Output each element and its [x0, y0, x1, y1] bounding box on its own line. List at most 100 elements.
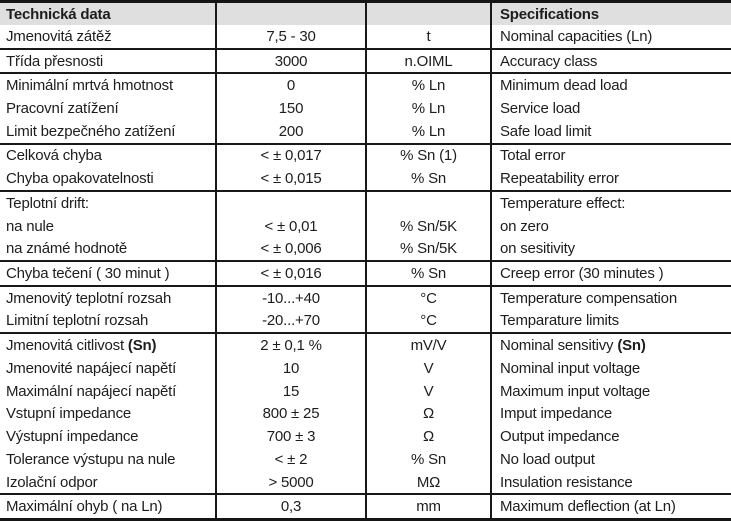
value-cell: 3000	[215, 49, 365, 73]
czech-label: Třída přesnosti	[6, 52, 104, 70]
unit-cell: n.OIML	[365, 49, 490, 73]
unit-cell: % Sn	[365, 447, 490, 471]
czech-label: Limit bezpečného zatížení	[6, 122, 176, 140]
english-label: Temperature compensation	[490, 286, 731, 310]
value-cell: < ± 0,006	[215, 237, 365, 261]
header-empty-cell	[365, 3, 490, 25]
english-label: on sesitivity	[490, 237, 731, 261]
value-cell: 150	[215, 97, 365, 120]
czech-header-title: Technická data	[6, 5, 111, 23]
czech-label: na známé hodnotě	[6, 240, 128, 258]
unit-cell: Ω	[365, 425, 490, 448]
value-cell: -20...+70	[215, 309, 365, 333]
czech-label: Pracovní zatížení	[6, 100, 119, 118]
unit-cell: mm	[365, 495, 490, 519]
czech-label: na nule	[6, 217, 54, 235]
value-cell: > 5000	[215, 470, 365, 494]
czech-label: Jmenovitý teplotní rozsah	[6, 289, 172, 307]
english-label: Total error	[490, 144, 731, 168]
table-row: Chyba opakovatelnosti < ± 0,015 % Sn Rep…	[0, 167, 731, 193]
table-row: na nule < ± 0,01 % Sn/5K on zero	[0, 214, 731, 238]
table-row: Maximální ohyb ( na Ln) 0,3 mm Maximum d…	[0, 495, 731, 519]
table-row: Tolerance výstupu na nule < ± 2 % Sn No …	[0, 447, 731, 471]
unit-cell: % Sn	[365, 262, 490, 285]
czech-label: Chyba opakovatelnosti	[6, 170, 154, 188]
unit-cell: V	[365, 379, 490, 403]
czech-label: Jmenovité napájecí napětí	[6, 359, 177, 377]
unit-cell: V	[365, 357, 490, 380]
czech-label: Výstupní impedance	[6, 428, 139, 446]
unit-cell: % Sn (1)	[365, 144, 490, 168]
english-label: Service load	[490, 97, 731, 120]
value-cell: 0	[215, 74, 365, 98]
czech-label: Limitní teplotní rozsah	[6, 312, 149, 330]
table-row: Maximální napájecí napětí 15 V Maximum i…	[0, 379, 731, 403]
table-row: Limit bezpečného zatížení 200 % Ln Safe …	[0, 119, 731, 145]
czech-label: Vstupní impedance	[6, 405, 132, 423]
czech-label: Celková chyba	[6, 147, 102, 165]
czech-label: Teplotní drift:	[6, 194, 89, 212]
unit-cell	[365, 192, 490, 215]
english-label: Temperature effect:	[490, 192, 731, 215]
value-cell: 200	[215, 119, 365, 143]
unit-cell: % Sn/5K	[365, 237, 490, 261]
value-cell: 15	[215, 379, 365, 403]
unit-cell: mV/V	[365, 334, 490, 358]
english-label: Maximum deflection (at Ln)	[490, 495, 731, 519]
table-row: Teplotní drift: Temperature effect:	[0, 192, 731, 215]
value-cell: 700 ± 3	[215, 425, 365, 448]
value-cell: 7,5 - 30	[215, 25, 365, 48]
value-cell: 10	[215, 357, 365, 380]
table-row: Chyba tečení ( 30 minut ) < ± 0,016 % Sn…	[0, 262, 731, 287]
table-row: na známé hodnotě < ± 0,006 % Sn/5K on se…	[0, 237, 731, 263]
value-cell: < ± 0,016	[215, 262, 365, 285]
english-label: No load output	[490, 447, 731, 471]
czech-label: Jmenovitá zátěž	[6, 27, 112, 45]
value-cell: < ± 2	[215, 447, 365, 471]
table-row: Třída přesnosti 3000 n.OIML Accuracy cla…	[0, 49, 731, 75]
english-label: Minimum dead load	[490, 74, 731, 98]
value-cell: < ± 0,01	[215, 214, 365, 238]
value-cell: 0,3	[215, 495, 365, 519]
czech-label: Maximální napájecí napětí	[6, 382, 177, 400]
unit-cell: % Ln	[365, 119, 490, 143]
czech-label: Maximální ohyb ( na Ln)	[6, 498, 163, 516]
english-label: Safe load limit	[490, 119, 731, 143]
table-header-row: Technická data Specifications	[0, 3, 731, 25]
table-row: Jmenovitý teplotní rozsah -10...+40 °C T…	[0, 286, 731, 310]
unit-cell: % Sn	[365, 167, 490, 191]
unit-cell: % Sn/5K	[365, 214, 490, 238]
czech-label: Chyba tečení ( 30 minut )	[6, 265, 170, 283]
english-label: Maximum input voltage	[490, 379, 731, 403]
table-row: Minimální mrtvá hmotnost 0 % Ln Minimum …	[0, 74, 731, 98]
czech-label: Jmenovitá citlivost (Sn)	[6, 337, 157, 355]
value-cell: 800 ± 25	[215, 402, 365, 426]
unit-cell: °C	[365, 286, 490, 310]
table-row: Pracovní zatížení 150 % Ln Service load	[0, 97, 731, 120]
unit-cell: °C	[365, 309, 490, 333]
english-header-title: Specifications	[490, 3, 731, 25]
value-cell: < ± 0,017	[215, 144, 365, 168]
table-row: Jmenovitá citlivost (Sn) 2 ± 0,1 % mV/V N…	[0, 334, 731, 358]
unit-cell: t	[365, 25, 490, 48]
table-row: Jmenovitá zátěž 7,5 - 30 t Nominal capac…	[0, 25, 731, 50]
czech-label: Tolerance výstupu na nule	[6, 450, 176, 468]
unit-cell: % Ln	[365, 97, 490, 120]
english-label: on zero	[490, 214, 731, 238]
english-label: Nominal input voltage	[490, 357, 731, 380]
unit-cell: Ω	[365, 402, 490, 426]
english-label: Repeatability error	[490, 167, 731, 191]
table-row: Limitní teplotní rozsah -20...+70 °C Tem…	[0, 309, 731, 335]
english-label: Temparature limits	[490, 309, 731, 333]
english-label: Accuracy class	[490, 49, 731, 73]
unit-cell: % Ln	[365, 74, 490, 98]
value-cell: -10...+40	[215, 286, 365, 310]
unit-cell: MΩ	[365, 470, 490, 494]
czech-label: Minimální mrtvá hmotnost	[6, 77, 173, 95]
value-cell: 2 ± 0,1 %	[215, 334, 365, 358]
header-empty-cell	[215, 3, 365, 25]
table-row: Vstupní impedance 800 ± 25 Ω Imput imped…	[0, 402, 731, 426]
english-label: Creep error (30 minutes )	[490, 262, 731, 285]
english-label: Nominal sensitivy (Sn)	[490, 334, 731, 358]
